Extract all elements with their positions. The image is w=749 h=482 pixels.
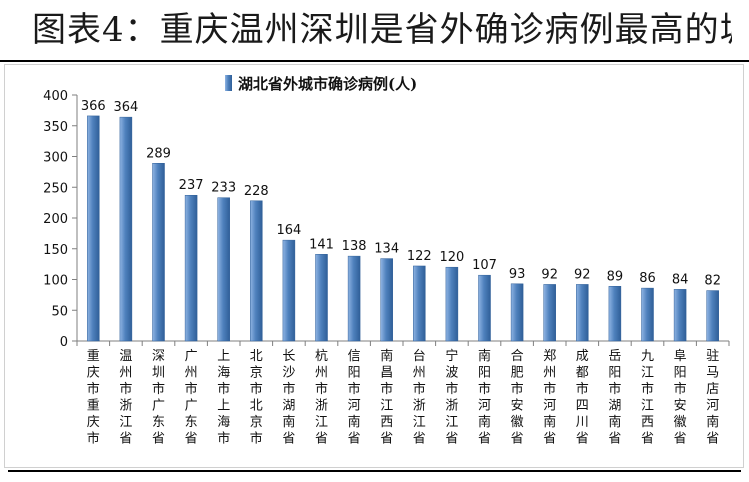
y-tick-label: 200: [43, 212, 68, 227]
bar: [315, 254, 328, 342]
chart-bars: [87, 115, 719, 342]
data-label: 364: [113, 100, 138, 115]
x-category-label: 郑州市河南省: [543, 349, 556, 447]
chart-frame: 湖北省外城市确诊病例(人) 0 50 100 150 200 250 300 350 400 3…: [4, 64, 744, 468]
bar: [576, 284, 589, 342]
x-category-label: 重庆市重庆市: [87, 348, 100, 447]
bar: [478, 274, 491, 342]
data-label: 122: [407, 249, 432, 264]
bar: [445, 266, 459, 342]
x-category-label: 长沙市湖南省: [282, 349, 295, 447]
data-label: 120: [439, 250, 464, 265]
chart-legend: 湖北省外城市确诊病例(人): [225, 75, 417, 93]
chart-data-labels: 366 364 289 237 233 228 164 141 138 134 122 120 107 9…: [81, 99, 721, 289]
x-category-label: 南昌市江西省: [380, 348, 393, 447]
y-tick-label: 150: [43, 243, 68, 258]
data-label: 237: [179, 178, 204, 193]
data-label: 92: [574, 267, 591, 282]
bar: [217, 197, 230, 342]
x-category-label: 温州市浙江省: [119, 349, 132, 447]
x-category-label: 广州市广东省: [185, 349, 198, 447]
y-tick-label: 0: [60, 335, 68, 350]
data-label: 164: [276, 223, 301, 238]
bar: [87, 115, 100, 342]
x-category-label: 合肥市安徽省: [511, 349, 524, 447]
data-label: 86: [639, 271, 656, 286]
bar: [119, 116, 133, 342]
x-category-label: 九江市江西省: [641, 349, 654, 447]
x-category-label: 成都市四川省: [576, 349, 589, 447]
y-tick-label: 100: [43, 274, 68, 289]
data-label: 141: [309, 237, 334, 252]
x-category-label: 台州市浙江省: [413, 349, 426, 447]
title-divider: [0, 60, 749, 62]
bar: [152, 163, 165, 342]
y-tick-label: 50: [51, 304, 68, 319]
bar: [282, 239, 296, 342]
bar-chart: 湖北省外城市确诊病例(人) 0 50 100 150 200 250 300 350 400 3…: [43, 75, 730, 447]
bar: [184, 194, 198, 342]
x-category-label: 信阳市河南省: [348, 349, 361, 447]
x-category-label: 阜阳市安徽省: [674, 348, 687, 447]
chart-axes: 0 50 100 150 200 250 300 350 400: [43, 89, 730, 350]
data-label: 289: [146, 146, 171, 161]
x-category-label: 宁波市浙江省: [445, 348, 458, 447]
data-label: 134: [374, 242, 399, 257]
bar: [608, 286, 622, 342]
page-title: 图表4：重庆温州深圳是省外确诊病例最高的城市: [32, 10, 732, 50]
data-label: 84: [672, 272, 689, 287]
x-category-label: 岳阳市湖南省: [608, 349, 621, 447]
x-category-label: 上海市上海市: [217, 349, 230, 447]
bar: [380, 258, 393, 342]
bottom-divider: [8, 470, 741, 472]
bar: [641, 287, 654, 342]
y-tick-label: 300: [43, 151, 68, 166]
y-tick-label: 250: [43, 181, 68, 196]
x-category-label: 北京市北京市: [250, 349, 263, 447]
legend-label: 湖北省外城市确诊病例(人): [238, 75, 417, 93]
data-label: 228: [244, 184, 269, 199]
data-label: 93: [509, 267, 526, 282]
data-label: 107: [472, 258, 497, 273]
y-tick-label: 350: [43, 120, 68, 135]
chart-category-labels: 重庆市重庆市 温州市浙江省 深圳市广东省 广州市广东省 上海市上海市 北京市北京市 长沙市湖…: [87, 348, 719, 447]
bar: [347, 255, 361, 342]
data-label: 92: [541, 267, 558, 282]
bar: [706, 290, 719, 342]
y-tick-label: 400: [43, 89, 68, 104]
x-category-label: 杭州市浙江省: [315, 349, 328, 447]
bar: [510, 283, 524, 342]
data-label: 89: [607, 269, 624, 284]
x-category-label: 南阳市河南省: [478, 348, 491, 447]
data-label: 138: [342, 239, 367, 254]
data-label: 366: [81, 99, 106, 114]
legend-swatch: [225, 75, 232, 91]
bar: [673, 289, 687, 342]
data-label: 82: [704, 274, 721, 289]
bar: [543, 284, 556, 342]
x-category-label: 驻马店河南省: [706, 349, 719, 447]
bar: [250, 200, 263, 342]
data-label: 233: [211, 181, 236, 196]
bar: [413, 265, 426, 342]
x-category-label: 深圳市广东省: [152, 349, 165, 447]
